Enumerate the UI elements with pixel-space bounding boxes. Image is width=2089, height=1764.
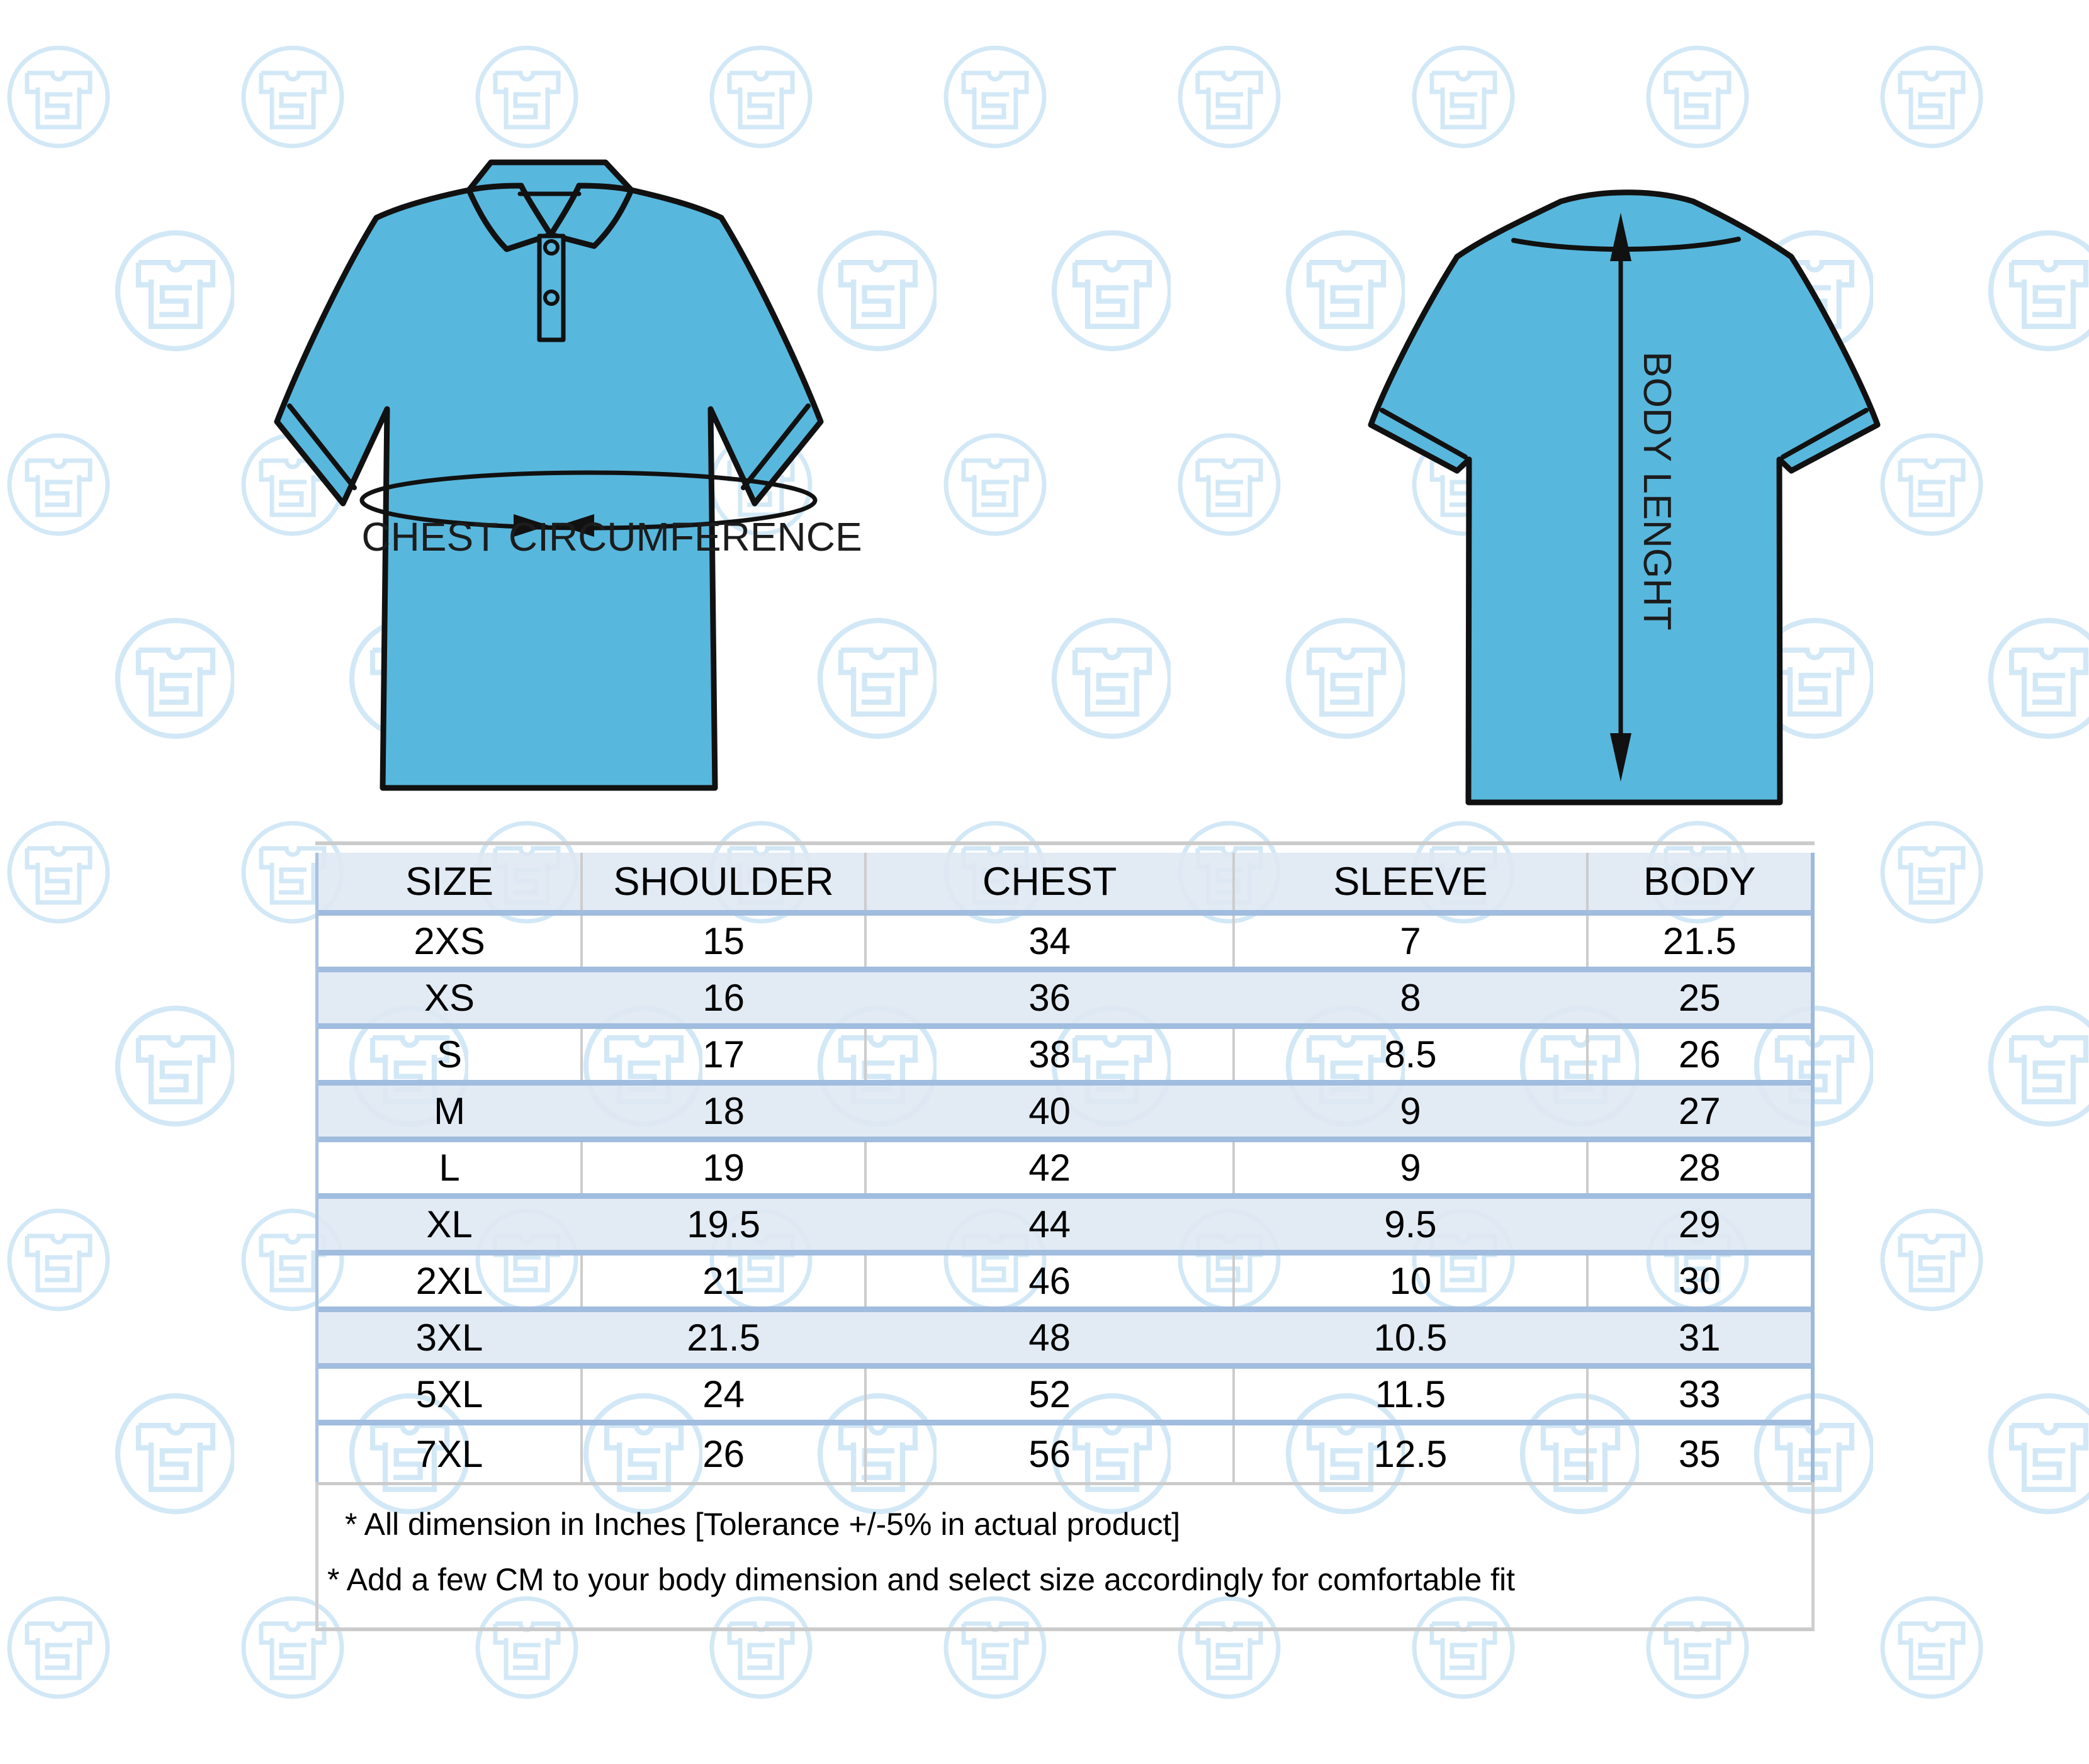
body-cell: 30 xyxy=(1585,1256,1811,1306)
size-table: SIZE SHOULDER CHEST SLEEVE BODY 2XS 15 3… xyxy=(315,841,1815,1631)
right-cuff-seam xyxy=(1781,408,1869,459)
table-row: 3XL 21.5 48 10.5 31 xyxy=(318,1312,1811,1369)
size-cell: S xyxy=(437,1033,463,1076)
shoulder-cell: 18 xyxy=(702,1090,745,1132)
chest-cell: 34 xyxy=(864,916,1232,967)
chest-cell: 48 xyxy=(1028,1317,1071,1359)
header-body: BODY xyxy=(1585,853,1811,910)
front-collar-right-flap xyxy=(548,183,634,249)
polo-back-diagram: BODY LENGHT xyxy=(1368,189,1881,806)
size-cell: 2XL xyxy=(415,1260,483,1302)
arrow-up-icon xyxy=(1610,213,1631,261)
table-row: 2XL 21 46 10 30 xyxy=(318,1256,1811,1312)
size-cell: XS xyxy=(424,977,475,1019)
table-row: L 19 42 9 28 xyxy=(318,1142,1811,1199)
button xyxy=(543,239,560,256)
chest-cell: 52 xyxy=(864,1369,1232,1420)
sleeve-cell: 7 xyxy=(1232,916,1585,967)
chest-cell: 40 xyxy=(1028,1090,1071,1132)
note-fit-advice: * Add a few CM to your body dimension an… xyxy=(327,1562,1516,1597)
arrow-down-icon xyxy=(1610,733,1631,782)
left-cuff-seam xyxy=(1380,408,1468,459)
chest-cell: 38 xyxy=(864,1029,1232,1080)
size-cell: 7XL xyxy=(415,1432,483,1475)
table-row: M 18 40 9 27 xyxy=(318,1086,1811,1142)
chest-cell: 36 xyxy=(1028,977,1071,1019)
size-cell: L xyxy=(439,1147,460,1189)
table-row: 7XL 26 56 12.5 35 xyxy=(318,1425,1811,1482)
header-size: SIZE xyxy=(405,859,494,904)
chest-cell: 46 xyxy=(864,1256,1232,1306)
body-cell: 25 xyxy=(1678,977,1721,1019)
body-cell: 26 xyxy=(1585,1029,1811,1080)
shoulder-cell: 19 xyxy=(580,1142,864,1193)
right-cuff-seam xyxy=(741,403,811,490)
body-length-arrow xyxy=(1610,213,1631,782)
shoulder-cell: 21 xyxy=(580,1256,864,1306)
size-cell: 5XL xyxy=(415,1373,483,1415)
body-cell: 31 xyxy=(1678,1317,1721,1359)
back-collar-seam xyxy=(1511,237,1741,252)
sleeve-cell: 11.5 xyxy=(1232,1369,1585,1420)
body-cell: 28 xyxy=(1585,1142,1811,1193)
front-collar-left-flap xyxy=(466,183,554,252)
sleeve-cell: 10 xyxy=(1232,1256,1585,1306)
polo-front-diagram: CHEST CIRCUMFERENCE xyxy=(274,159,862,791)
sleeve-cell: 8 xyxy=(1400,977,1421,1019)
header-sleeve: SLEEVE xyxy=(1232,853,1585,910)
back-shirt-body xyxy=(1368,189,1881,806)
shoulder-cell: 26 xyxy=(580,1425,864,1482)
table-row: XS 16 36 8 25 xyxy=(318,972,1811,1029)
body-cell: 27 xyxy=(1678,1090,1721,1132)
size-cell: M xyxy=(434,1090,466,1132)
table-footnotes: * All dimension in Inches [Tolerance +/-… xyxy=(315,1482,1815,1631)
chest-arrow-left-icon xyxy=(559,514,594,537)
table-row: S 17 38 8.5 26 xyxy=(318,1029,1811,1086)
shoulder-cell: 21.5 xyxy=(687,1317,760,1359)
body-cell: 33 xyxy=(1585,1369,1811,1420)
sleeve-cell: 9 xyxy=(1400,1090,1421,1132)
shoulder-cell: 24 xyxy=(580,1369,864,1420)
table-header-row: SIZE SHOULDER CHEST SLEEVE BODY xyxy=(318,853,1811,916)
chest-cell: 44 xyxy=(1028,1203,1071,1245)
note-tolerance: * All dimension in Inches [Tolerance +/-… xyxy=(345,1507,1181,1542)
button xyxy=(543,289,560,306)
body-cell: 21.5 xyxy=(1585,916,1811,967)
header-shoulder: SHOULDER xyxy=(580,853,864,910)
shoulder-cell: 17 xyxy=(580,1029,864,1080)
sleeve-cell: 8.5 xyxy=(1232,1029,1585,1080)
size-cell: XL xyxy=(426,1203,473,1245)
chest-circumference-label: CHEST CIRCUMFERENCE xyxy=(361,514,862,559)
sleeve-cell: 10.5 xyxy=(1373,1317,1448,1359)
table-row: 2XS 15 34 7 21.5 xyxy=(318,916,1811,972)
shoulder-cell: 16 xyxy=(702,977,745,1019)
size-cell: 2XS xyxy=(414,920,485,962)
size-cell: 3XL xyxy=(415,1317,483,1359)
chest-cell: 56 xyxy=(864,1425,1232,1482)
table-row: 5XL 24 52 11.5 33 xyxy=(318,1369,1811,1425)
shoulder-cell: 15 xyxy=(580,916,864,967)
table-row: XL 19.5 44 9.5 29 xyxy=(318,1199,1811,1256)
body-cell: 35 xyxy=(1585,1425,1811,1482)
size-table-rows: SIZE SHOULDER CHEST SLEEVE BODY 2XS 15 3… xyxy=(315,853,1815,1482)
body-cell: 29 xyxy=(1678,1203,1721,1245)
sleeve-cell: 12.5 xyxy=(1232,1425,1585,1482)
sleeve-cell: 9.5 xyxy=(1384,1203,1437,1245)
chest-cell: 42 xyxy=(864,1142,1232,1193)
header-chest: CHEST xyxy=(864,853,1232,910)
shoulder-cell: 19.5 xyxy=(687,1203,760,1245)
chest-arrow-right-icon xyxy=(514,514,549,537)
sleeve-cell: 9 xyxy=(1232,1142,1585,1193)
body-length-label: BODY LENGHT xyxy=(1635,351,1679,630)
left-cuff-seam xyxy=(287,403,357,490)
